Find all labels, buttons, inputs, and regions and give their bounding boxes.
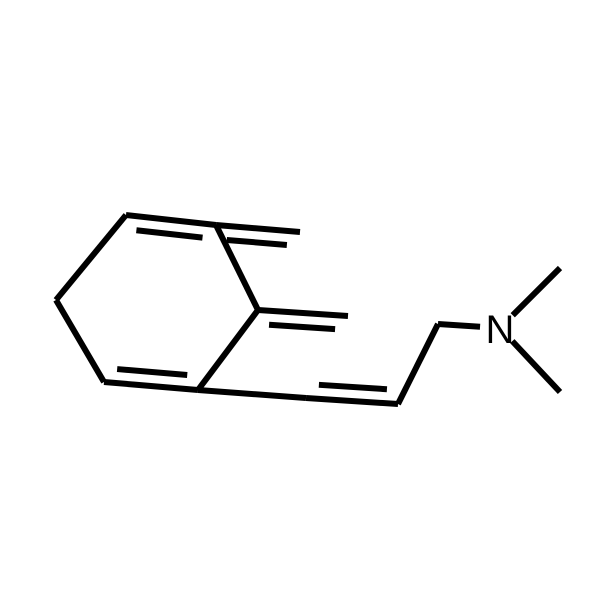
bond-C5-C9	[198, 390, 306, 398]
bond-C5-C6	[104, 382, 198, 390]
bond-C2-C3	[126, 215, 216, 225]
bond-C3-C4	[216, 225, 258, 310]
bond-C3-C8	[216, 225, 300, 232]
bond-C4-C7-arom	[269, 325, 335, 329]
bond-N-C12	[513, 268, 560, 315]
molecule-diagram: N	[0, 0, 600, 600]
bond-C5-C6-inner	[117, 369, 187, 375]
bond-N-C13	[512, 341, 560, 392]
bond-C9-C10-inner	[319, 385, 387, 389]
bond-C10-C11	[398, 324, 438, 404]
bond-C3-C8-arom	[227, 240, 287, 245]
bond-C4-C5	[198, 310, 258, 390]
bond-C9-C10	[306, 398, 398, 404]
bond-C11-N	[438, 324, 480, 327]
bond-C1-C2	[56, 215, 126, 300]
bond-C6-C1	[56, 300, 104, 382]
bond-C4-C7	[258, 310, 348, 316]
bond-C2-C3-inner	[136, 230, 202, 237]
atom-label-N: N	[486, 308, 515, 352]
